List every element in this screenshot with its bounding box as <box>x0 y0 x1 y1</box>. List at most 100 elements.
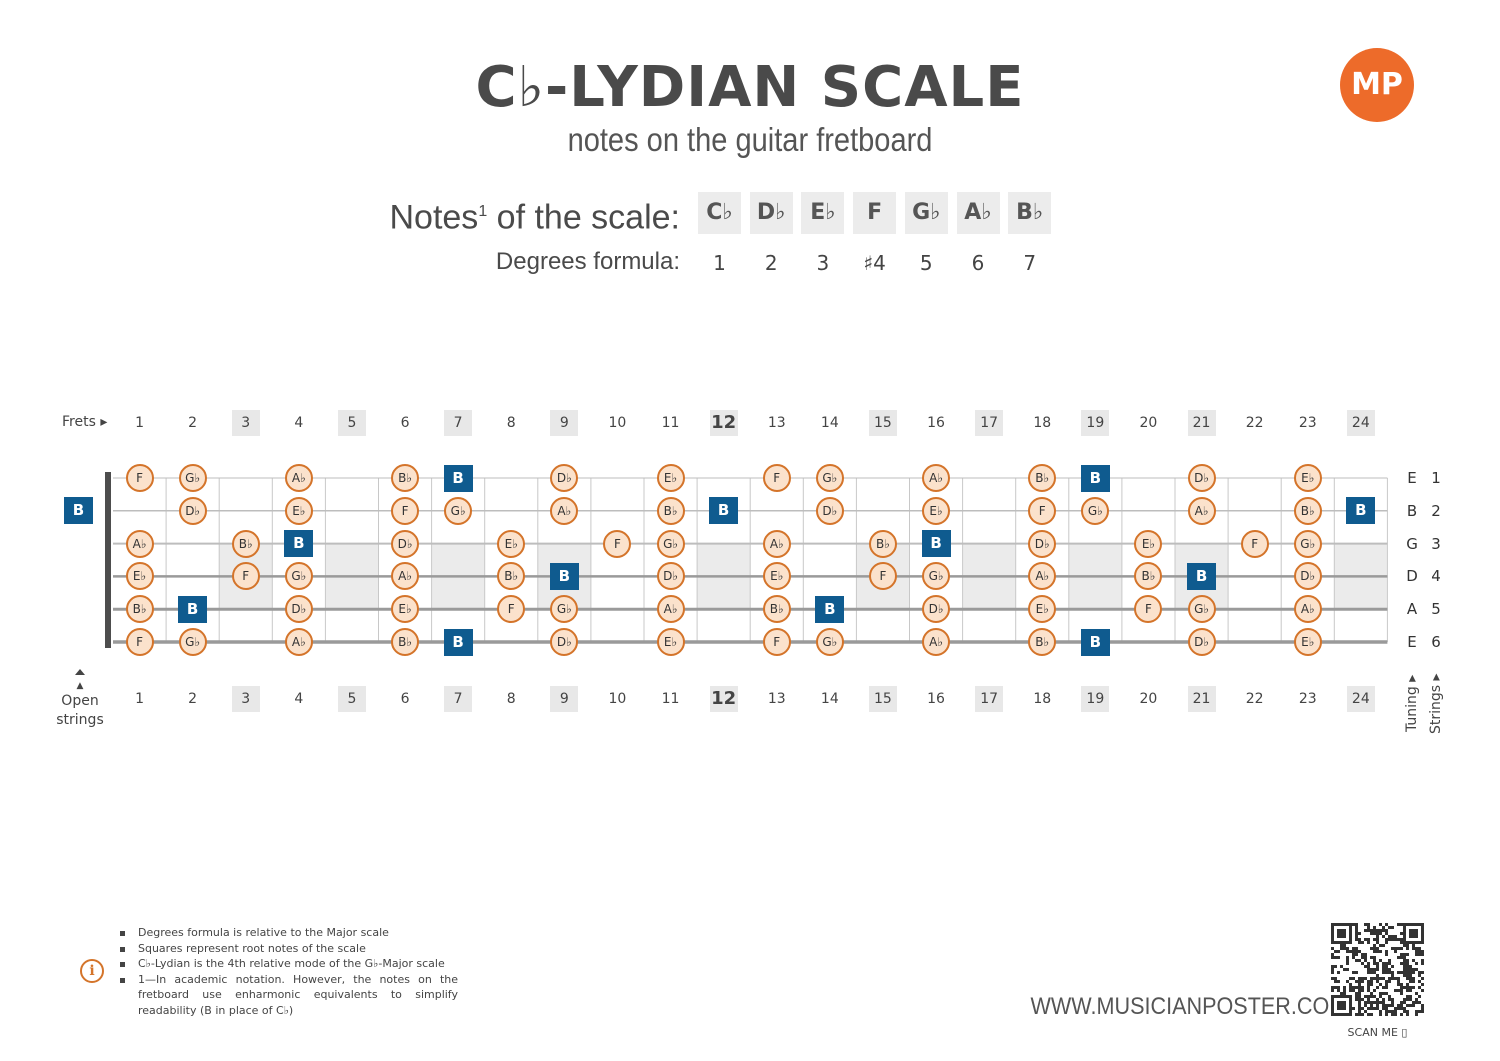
scale-note-marker: G♭ <box>444 496 473 525</box>
scale-note-marker: F <box>231 562 260 591</box>
fret-number: 2 <box>188 415 198 431</box>
scale-degree: 1 <box>713 251 726 275</box>
fret-number: 18 <box>1033 691 1052 707</box>
fret-number: 1 <box>135 415 144 431</box>
fret-number: 2 <box>188 691 198 707</box>
fret-number: 20 <box>1139 415 1158 431</box>
scale-note-marker: G♭ <box>1081 496 1110 525</box>
scale-note-marker: G♭ <box>550 595 579 624</box>
scale-note-marker: B♭ <box>1028 628 1057 656</box>
scale-note-marker: D♭ <box>1187 464 1216 492</box>
page-subtitle: notes on the guitar fretboard <box>567 121 933 158</box>
scale-note-marker: D♭ <box>550 464 579 492</box>
scale-note-marker: E♭ <box>1028 595 1057 624</box>
scale-degree: 2 <box>764 251 778 275</box>
scale-note-marker: E♭ <box>497 529 526 558</box>
fret-number: 4 <box>294 691 304 707</box>
open-root-note: B <box>64 497 93 525</box>
scale-note-marker: E♭ <box>762 562 791 591</box>
scale-note-marker: D♭ <box>656 562 685 591</box>
open-strings-arrow-icon <box>75 669 85 675</box>
scan-me-label: SCAN ME ▯ <box>1347 1026 1408 1039</box>
scale-note-marker: G♭ <box>1187 595 1216 624</box>
scale-note: E♭ <box>801 192 845 234</box>
scale-note-marker: B♭ <box>762 595 791 624</box>
scale-note-marker: F <box>125 464 154 492</box>
scale-note-marker: D♭ <box>178 496 207 525</box>
website-link[interactable]: WWW.MUSICIANPOSTER.COM <box>1030 993 1348 1020</box>
string-tuning: E <box>1407 633 1417 651</box>
scale-note-marker: A♭ <box>922 628 951 656</box>
fret-number: 9 <box>550 410 579 436</box>
root-note: B <box>1187 562 1217 590</box>
scale-note-marker: A♭ <box>391 562 420 591</box>
scale-degree: ♯4 <box>863 251 886 275</box>
scale-note-marker: F <box>762 628 791 656</box>
string-tuning: E <box>1407 469 1417 487</box>
degrees-label: Degrees formula: <box>495 248 680 275</box>
fret-number: 16 <box>927 691 945 707</box>
scale-degree: 3 <box>816 251 830 275</box>
strings-label: Strings ▸ <box>1428 673 1444 734</box>
scale-note-marker: D♭ <box>922 595 951 624</box>
scale-note-marker: A♭ <box>1293 595 1322 624</box>
page-title: C♭-LYDIAN SCALE <box>475 55 1025 120</box>
footnote: 1—In academic notation. However, the not… <box>118 972 458 1019</box>
root-note: B <box>1080 464 1110 492</box>
fret-number: 13 <box>767 691 786 707</box>
string-tuning: D <box>1406 567 1418 586</box>
scale-note-marker: B♭ <box>231 529 260 558</box>
scale-note-marker: B♭ <box>391 464 420 492</box>
footnote: C♭-Lydian is the 4th relative mode of th… <box>118 956 458 972</box>
fret-number: 10 <box>608 415 627 431</box>
scale-note-marker: D♭ <box>550 628 579 656</box>
qr-code-icon[interactable] <box>1331 923 1424 1016</box>
open-strings-label: ▲ Open strings <box>56 681 104 728</box>
fret-number: 9 <box>550 686 579 712</box>
fret-number: 24 <box>1346 410 1375 436</box>
root-note: B <box>1080 628 1110 656</box>
string-number: 4 <box>1431 567 1441 586</box>
root-note: B <box>443 464 473 492</box>
scale-note: F <box>853 192 897 234</box>
fret-number: 12 <box>709 686 738 712</box>
scale-note-marker: G♭ <box>815 628 844 656</box>
scale-note-marker: A♭ <box>1028 562 1057 591</box>
fret-number: 7 <box>444 410 473 436</box>
fret-number: 14 <box>820 691 839 707</box>
string-tuning: B <box>1406 501 1418 520</box>
fret-number: 1 <box>135 691 144 707</box>
fret-number: 22 <box>1245 415 1264 431</box>
fret-number: 18 <box>1033 415 1052 431</box>
scale-note-marker: G♭ <box>656 529 685 558</box>
fret-number: 17 <box>975 686 1004 712</box>
scale-note: B♭ <box>1008 192 1052 234</box>
scale-note-marker: B♭ <box>391 628 420 656</box>
fret-number: 7 <box>444 686 473 712</box>
scale-note-marker: D♭ <box>1028 529 1057 558</box>
fret-number: 23 <box>1298 415 1317 431</box>
fret-number: 6 <box>400 691 410 707</box>
fret-number: 4 <box>294 415 304 431</box>
scale-note-marker: E♭ <box>125 562 154 591</box>
scale-note-marker: F <box>762 464 791 492</box>
fret-number: 5 <box>337 686 366 712</box>
scale-note-marker: E♭ <box>656 464 685 492</box>
fret-number: 16 <box>927 415 945 431</box>
root-note: B <box>178 595 208 623</box>
string-number: 1 <box>1431 469 1441 487</box>
fret-number: 3 <box>231 686 260 712</box>
scale-note-marker: A♭ <box>656 595 685 624</box>
fret-number: 15 <box>868 410 897 436</box>
scale-note-marker: A♭ <box>284 628 313 656</box>
tuning-label: Tuning ▸ <box>1404 674 1420 732</box>
scale-note-marker: F <box>1240 529 1269 558</box>
scale-note-marker: G♭ <box>1293 529 1322 558</box>
fret-number: 3 <box>231 410 260 436</box>
root-note: B <box>1346 497 1376 525</box>
scale-note-marker: B♭ <box>1134 562 1163 591</box>
scale-note-marker: G♭ <box>284 562 313 591</box>
string-number: 3 <box>1431 534 1441 553</box>
footnotes: Degrees formula is relative to the Major… <box>118 925 458 1019</box>
